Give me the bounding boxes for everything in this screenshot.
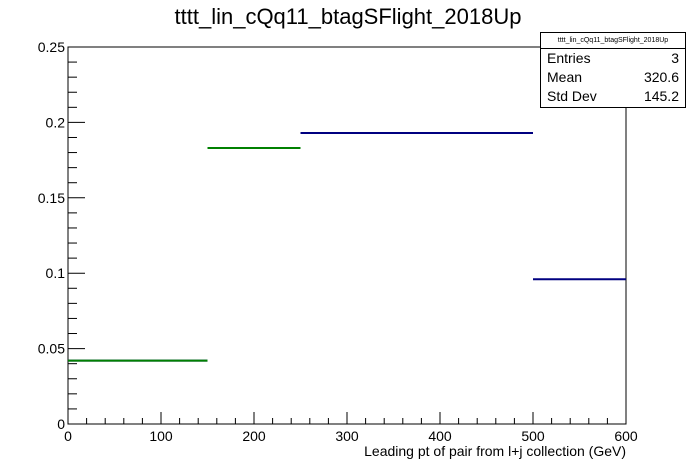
y-tick-label: 0.05 bbox=[38, 341, 65, 357]
stats-box: tttt_lin_cQq11_btagSFlight_2018Up Entrie… bbox=[540, 32, 686, 108]
x-tick-label: 500 bbox=[521, 428, 545, 444]
x-tick-label: 400 bbox=[428, 428, 452, 444]
stats-label: Std Dev bbox=[547, 88, 597, 104]
stats-box-name: tttt_lin_cQq11_btagSFlight_2018Up bbox=[541, 33, 685, 49]
x-tick-label: 300 bbox=[335, 428, 359, 444]
stats-value: 145.2 bbox=[643, 88, 679, 104]
x-axis-label: Leading pt of pair from l+j collection (… bbox=[364, 443, 626, 459]
stats-row-entries: Entries 3 bbox=[541, 49, 685, 68]
x-tick-label: 0 bbox=[64, 428, 72, 444]
stats-label: Entries bbox=[547, 50, 591, 66]
x-tick-label: 100 bbox=[149, 428, 173, 444]
stats-value: 3 bbox=[671, 50, 679, 66]
y-tick-label: 0.2 bbox=[46, 114, 66, 130]
stats-row-mean: Mean 320.6 bbox=[541, 68, 685, 87]
y-tick-label: 0.25 bbox=[38, 39, 65, 55]
y-tick-label: 0 bbox=[57, 416, 65, 432]
x-tick-label: 600 bbox=[614, 428, 638, 444]
stats-label: Mean bbox=[547, 69, 583, 85]
y-tick-label: 0.15 bbox=[38, 190, 65, 206]
stats-row-stddev: Std Dev 145.2 bbox=[541, 87, 685, 106]
x-tick-label: 200 bbox=[242, 428, 266, 444]
stats-value: 320.6 bbox=[643, 69, 679, 85]
y-tick-label: 0.1 bbox=[46, 265, 66, 281]
chart-title: tttt_lin_cQq11_btagSFlight_2018Up bbox=[174, 4, 522, 29]
